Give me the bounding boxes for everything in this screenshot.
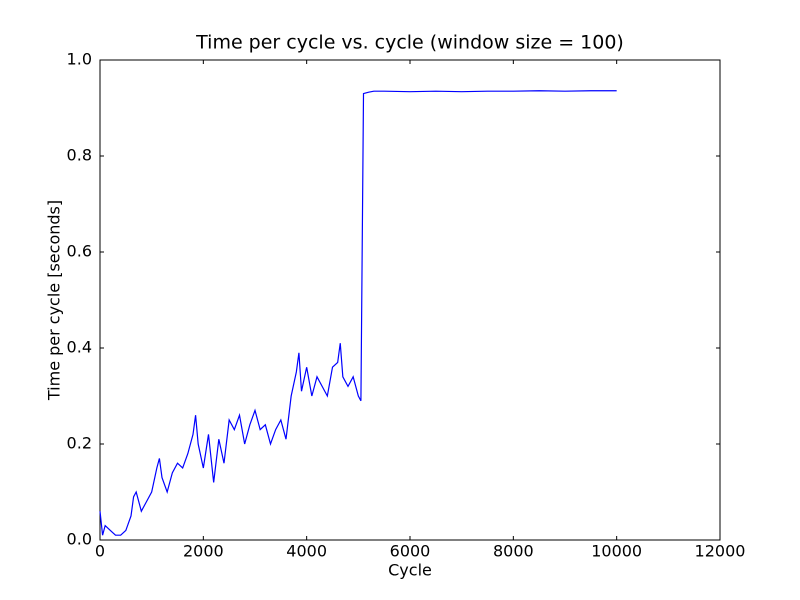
y-tick-label: 0.2 xyxy=(67,434,92,453)
x-tick-label: 0 xyxy=(95,542,105,561)
y-tick-label: 0.4 xyxy=(67,338,92,357)
y-axis-label: Time per cycle [seconds] xyxy=(45,200,64,401)
y-tick-label: 0.6 xyxy=(67,242,92,261)
x-tick-label: 10000 xyxy=(591,542,642,561)
y-tick-label: 1.0 xyxy=(67,50,92,69)
x-tick-label: 4000 xyxy=(286,542,327,561)
line-series xyxy=(99,90,617,536)
y-tick-label: 0.8 xyxy=(67,146,92,165)
x-tick-label: 8000 xyxy=(493,542,534,561)
y-tick-label: 0.0 xyxy=(67,530,92,549)
x-axis-label: Cycle xyxy=(388,561,432,580)
x-tick-label: 2000 xyxy=(183,542,224,561)
chart-title: Time per cycle vs. cycle (window size = … xyxy=(195,32,624,54)
x-tick-label: 12000 xyxy=(695,542,746,561)
x-tick-label: 6000 xyxy=(390,542,431,561)
